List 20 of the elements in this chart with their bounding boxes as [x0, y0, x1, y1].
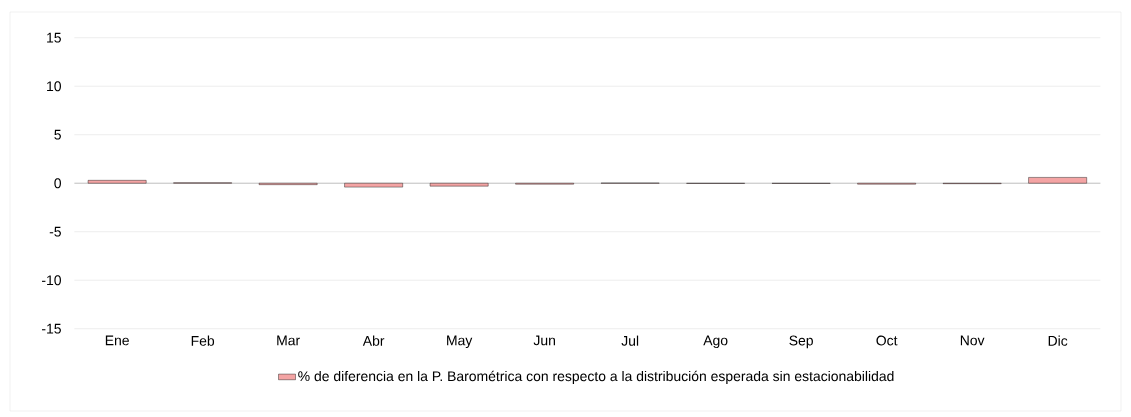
x-tick-label: Jun	[533, 335, 555, 346]
x-tick-label: Nov	[960, 335, 985, 346]
x-tick-label: Ago	[703, 335, 728, 349]
x-tick-label: Ene	[105, 335, 129, 346]
y-tick-label: -10	[42, 275, 61, 286]
y-tick-label: -5	[49, 226, 61, 237]
x-tick-label: Abr	[362, 335, 385, 346]
legend-label: % de diferencia en la P. Barométrica con respecto a la distribución esperada sin estacionabilidad	[298, 370, 894, 384]
x-tick-label: Oct	[876, 335, 898, 346]
y-tick-label: 5	[54, 129, 61, 140]
y-tick-label: 15	[47, 32, 61, 43]
x-tick-label: Sep	[789, 335, 813, 349]
x-tick-label: May	[447, 335, 473, 349]
y-tick-label: 10	[47, 81, 61, 92]
y-tick-label: -15	[42, 323, 61, 334]
x-tick-label: Feb	[191, 335, 215, 346]
y-tick-label: 0	[54, 178, 61, 189]
x-tick-label: Dic	[1048, 335, 1068, 346]
x-tick-label: Jul	[621, 335, 639, 346]
x-tick-label: Mar	[277, 335, 300, 346]
